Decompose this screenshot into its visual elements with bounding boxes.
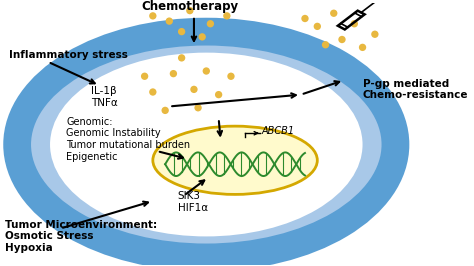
Point (313, 24, 321, 28)
Text: SIK3
HIF1α: SIK3 HIF1α (177, 192, 208, 213)
Ellipse shape (153, 126, 317, 194)
Point (161, 108, 169, 113)
Text: Chemotherapy: Chemotherapy (141, 0, 238, 13)
Text: Tumor Microenvironment:
Osmotic Stress
Hypoxia: Tumor Microenvironment: Osmotic Stress H… (5, 220, 157, 253)
Point (190, 87, 198, 92)
Point (351, 22, 358, 26)
Bar (338, 11, 365, 30)
Text: Inflammatory stress: Inflammatory stress (9, 50, 128, 60)
Point (371, 32, 379, 36)
Point (227, 74, 235, 78)
Point (186, 9, 194, 13)
Point (338, 38, 346, 42)
Text: P-gp mediated
Chemo-resistance: P-gp mediated Chemo-resistance (363, 78, 468, 100)
Point (149, 14, 156, 18)
Point (223, 14, 231, 18)
Point (178, 30, 185, 34)
Point (330, 11, 337, 15)
Point (178, 56, 185, 60)
Point (165, 19, 173, 23)
Ellipse shape (17, 32, 395, 257)
Point (149, 90, 156, 94)
Point (141, 74, 148, 78)
Text: Genomic:
Genomic Instability
Tumor mutational burden
Epigenetic: Genomic: Genomic Instability Tumor mutat… (66, 117, 191, 162)
Text: IL-1β
TNFα: IL-1β TNFα (91, 86, 118, 108)
Point (301, 16, 309, 21)
Point (170, 72, 177, 76)
Text: ABCB1: ABCB1 (262, 126, 295, 136)
Point (215, 93, 222, 97)
Point (199, 35, 206, 39)
Ellipse shape (50, 53, 363, 236)
Point (359, 45, 366, 49)
Point (194, 106, 202, 110)
Point (322, 43, 329, 47)
Point (207, 22, 214, 26)
Point (202, 69, 210, 73)
